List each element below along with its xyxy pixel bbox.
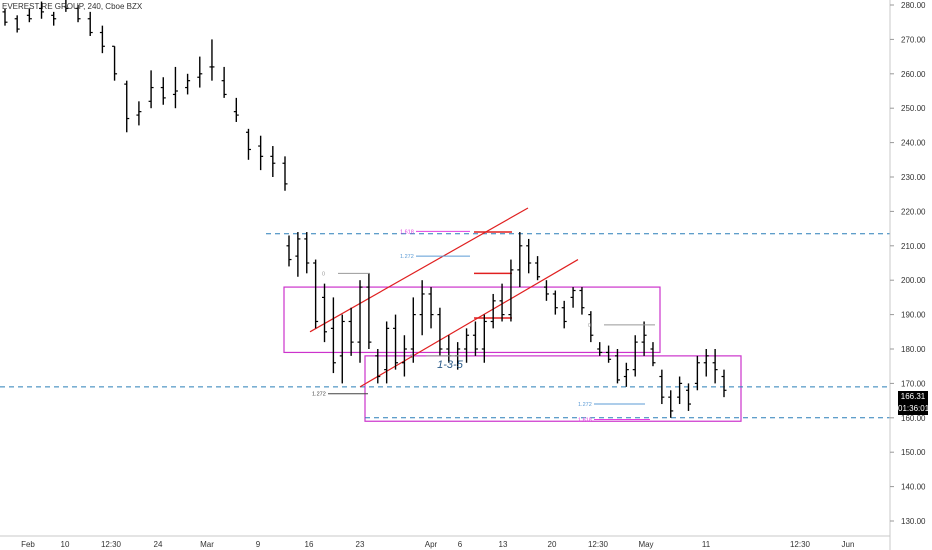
price-tick-label: 140.00	[901, 483, 926, 492]
channel-upper-line	[309, 207, 529, 333]
time-tick-label: 12:30	[101, 540, 122, 549]
price-zone-box	[283, 286, 661, 354]
fib-level-label: 1.618	[400, 229, 414, 235]
time-tick-label: 13	[499, 540, 508, 549]
price-zones	[283, 286, 742, 422]
fib-level-label: 1.272	[578, 402, 592, 408]
price-tick-label: 260.00	[901, 70, 926, 79]
time-tick-label: 10	[61, 540, 70, 549]
fib-levels: 1.618 1.272 0 0 1.272 0 1.272 1.618 1-3-5	[312, 229, 655, 424]
fib-level-label: 0	[588, 323, 591, 329]
price-tick-label: 280.00	[901, 1, 926, 10]
price-tick-label: 230.00	[901, 173, 926, 182]
price-tick-label: 160.00	[901, 414, 926, 423]
price-tick-label: 190.00	[901, 311, 926, 320]
channel-lower-line	[359, 259, 579, 388]
price-tick-label: 220.00	[901, 207, 926, 216]
time-tick-label: 9	[256, 540, 261, 549]
pattern-label: 1-3-5	[437, 359, 464, 371]
time-tick-label: 12:30	[588, 540, 609, 549]
fib-level-label: 1.272	[312, 392, 326, 398]
price-tick-label: 200.00	[901, 276, 926, 285]
time-tick-label: 6	[458, 540, 463, 549]
time-axis: Feb 10 12:30 24 Mar 9 16 23 Apr 6 13 20 12:30 May 11 12…	[0, 535, 890, 549]
ohlc-bars	[2, 0, 727, 418]
fib-level-label: 1.272	[400, 254, 414, 260]
last-price-badge: 166.31	[898, 391, 928, 403]
time-tick-label: 16	[305, 540, 314, 549]
time-tick-label: Mar	[200, 540, 214, 549]
price-tick-label: 170.00	[901, 379, 926, 388]
price-tick-label: 270.00	[901, 35, 926, 44]
price-tick-label: 180.00	[901, 345, 926, 354]
price-zone-box	[364, 355, 742, 422]
fib-level-label: 0	[410, 354, 413, 360]
fib-level-label: 0	[322, 271, 325, 277]
horizontal-levels	[0, 233, 890, 419]
fib-level-label: 1.618	[578, 418, 592, 424]
time-tick-label: Apr	[425, 540, 438, 549]
chart-title: EVEREST RE GROUP, 240, Cboe BZX	[2, 2, 143, 11]
time-tick-label: 11	[702, 540, 711, 549]
time-tick-label: Jun	[842, 540, 855, 549]
time-tick-label: 20	[548, 540, 557, 549]
price-tick-label: 130.00	[901, 517, 926, 526]
time-tick-label: May	[638, 540, 653, 549]
time-tick-label: 24	[154, 540, 163, 549]
time-tick-label: 12:30	[790, 540, 811, 549]
price-axis: 280.00 270.00 260.00 250.00 240.00 230.00 220.…	[889, 0, 926, 550]
time-tick-label: 23	[356, 540, 365, 549]
time-tick-label: Feb	[21, 540, 35, 549]
price-tick-label: 240.00	[901, 139, 926, 148]
price-tick-label: 210.00	[901, 242, 926, 251]
countdown-badge: 01:36:01	[898, 403, 930, 415]
price-tick-label: 250.00	[901, 104, 926, 113]
price-tick-label: 150.00	[901, 448, 926, 457]
